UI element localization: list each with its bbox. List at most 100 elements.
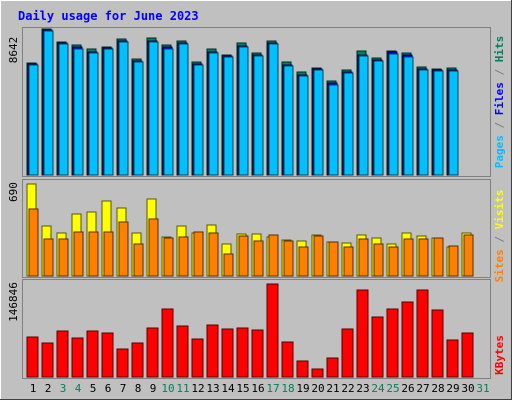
bar-pages-day-25 — [388, 53, 399, 176]
bar-sites-day-19 — [298, 246, 309, 277]
bar-kbytes-day-6 — [101, 332, 114, 378]
day-label-13: 13 — [206, 382, 219, 395]
bar-kbytes-day-26 — [401, 301, 414, 378]
bar-sites-day-4 — [73, 231, 84, 277]
bar-kbytes-day-18 — [281, 341, 294, 378]
bar-sites-day-28 — [433, 237, 444, 277]
bar-kbytes-day-1 — [26, 336, 39, 378]
hits-axis-max-label: 8642 — [7, 37, 20, 64]
bar-sites-day-2 — [43, 238, 54, 277]
day-axis-labels: 1 2 3 4 5 6 7 8 9 10 11 12 13 14 15 16 17 18 19 20 21 22 23 24 2… — [30, 382, 490, 395]
bar-pages-day-18 — [283, 65, 294, 176]
day-label-18: 18 — [281, 382, 294, 395]
bar-sites-day-7 — [118, 221, 129, 277]
bar-kbytes-day-15 — [236, 327, 249, 378]
day-label-2: 2 — [45, 382, 52, 395]
day-label-29: 29 — [446, 382, 459, 395]
bar-kbytes-day-25 — [386, 308, 399, 378]
kbytes-legend-part-0: KBytes — [493, 335, 506, 375]
day-label-15: 15 — [236, 382, 249, 395]
chart-title: Daily usage for June 2023 — [18, 9, 199, 23]
panel-kbytes — [22, 279, 491, 379]
bar-kbytes-day-27 — [416, 289, 429, 378]
hits-legend-part-4: Hits — [493, 36, 506, 63]
bar-kbytes-day-20 — [311, 368, 324, 378]
bar-pages-day-7 — [118, 41, 129, 176]
visits-legend-part-0: Sites — [493, 249, 506, 282]
day-label-3: 3 — [60, 382, 67, 395]
bar-sites-day-12 — [193, 231, 204, 277]
bar-kbytes-day-22 — [341, 328, 354, 378]
day-label-30: 30 — [461, 382, 474, 395]
bar-pages-day-14 — [223, 56, 234, 176]
kbytes-axis-max-label: 146846 — [7, 282, 20, 322]
bar-pages-day-15 — [238, 46, 249, 176]
bar-sites-day-24 — [373, 243, 384, 277]
day-label-8: 8 — [135, 382, 142, 395]
day-label-20: 20 — [311, 382, 324, 395]
day-label-28: 28 — [431, 382, 444, 395]
bar-pages-day-2 — [43, 30, 54, 176]
bar-sites-day-13 — [208, 232, 219, 277]
bar-pages-day-12 — [193, 64, 204, 176]
bar-kbytes-day-5 — [86, 330, 99, 378]
bar-sites-day-5 — [88, 231, 99, 277]
bar-sites-day-15 — [238, 235, 249, 277]
bar-kbytes-day-7 — [116, 348, 129, 378]
panel-kbytes-bars — [26, 283, 474, 378]
day-label-23: 23 — [356, 382, 369, 395]
panel-visits — [22, 179, 491, 278]
bar-kbytes-day-30 — [461, 332, 474, 378]
bar-sites-day-6 — [103, 231, 114, 277]
bar-kbytes-day-11 — [176, 325, 189, 378]
bar-kbytes-day-12 — [191, 338, 204, 378]
panel-hits — [22, 27, 491, 177]
bar-pages-day-21 — [328, 84, 339, 176]
bar-sites-day-8 — [133, 243, 144, 277]
bar-kbytes-day-3 — [56, 330, 69, 378]
day-label-7: 7 — [120, 382, 127, 395]
bar-sites-day-27 — [418, 238, 429, 277]
bar-pages-day-27 — [418, 69, 429, 176]
day-label-31: 31 — [476, 382, 489, 395]
day-label-26: 26 — [401, 382, 414, 395]
bar-sites-day-1 — [28, 208, 39, 277]
bar-kbytes-day-23 — [356, 289, 369, 378]
bar-sites-day-25 — [388, 246, 399, 277]
day-label-14: 14 — [221, 382, 235, 395]
bar-pages-day-19 — [298, 75, 309, 176]
bar-kbytes-day-8 — [131, 342, 144, 378]
bar-pages-day-1 — [28, 64, 39, 176]
day-label-5: 5 — [90, 382, 97, 395]
bar-pages-day-24 — [373, 60, 384, 176]
bar-sites-day-22 — [343, 246, 354, 277]
bar-sites-day-21 — [328, 241, 339, 277]
bar-kbytes-day-28 — [431, 309, 444, 378]
day-label-9: 9 — [150, 382, 157, 395]
day-label-6: 6 — [105, 382, 112, 395]
bar-pages-day-22 — [343, 72, 354, 176]
bar-pages-day-28 — [433, 70, 444, 176]
bar-kbytes-day-24 — [371, 316, 384, 378]
bar-kbytes-day-17 — [266, 283, 279, 378]
day-label-19: 19 — [296, 382, 309, 395]
bar-sites-day-17 — [268, 234, 279, 277]
bar-sites-day-23 — [358, 238, 369, 277]
bar-kbytes-day-10 — [161, 308, 174, 378]
bar-pages-day-26 — [403, 56, 414, 176]
bar-pages-day-5 — [88, 52, 99, 176]
bar-kbytes-day-9 — [146, 327, 159, 378]
hits-panel-legend: Pages / Files / Hits — [493, 36, 506, 169]
day-label-21: 21 — [326, 382, 339, 395]
bar-sites-day-10 — [163, 237, 174, 277]
visits-panel-legend: Sites / Visits — [493, 190, 506, 283]
panel-visits-bars — [26, 183, 474, 277]
day-label-1: 1 — [30, 382, 37, 395]
day-label-12: 12 — [191, 382, 204, 395]
bar-kbytes-day-19 — [296, 360, 309, 378]
bar-pages-day-11 — [178, 43, 189, 176]
bar-sites-day-20 — [313, 235, 324, 277]
bar-kbytes-day-2 — [41, 342, 54, 378]
bar-pages-day-20 — [313, 69, 324, 176]
